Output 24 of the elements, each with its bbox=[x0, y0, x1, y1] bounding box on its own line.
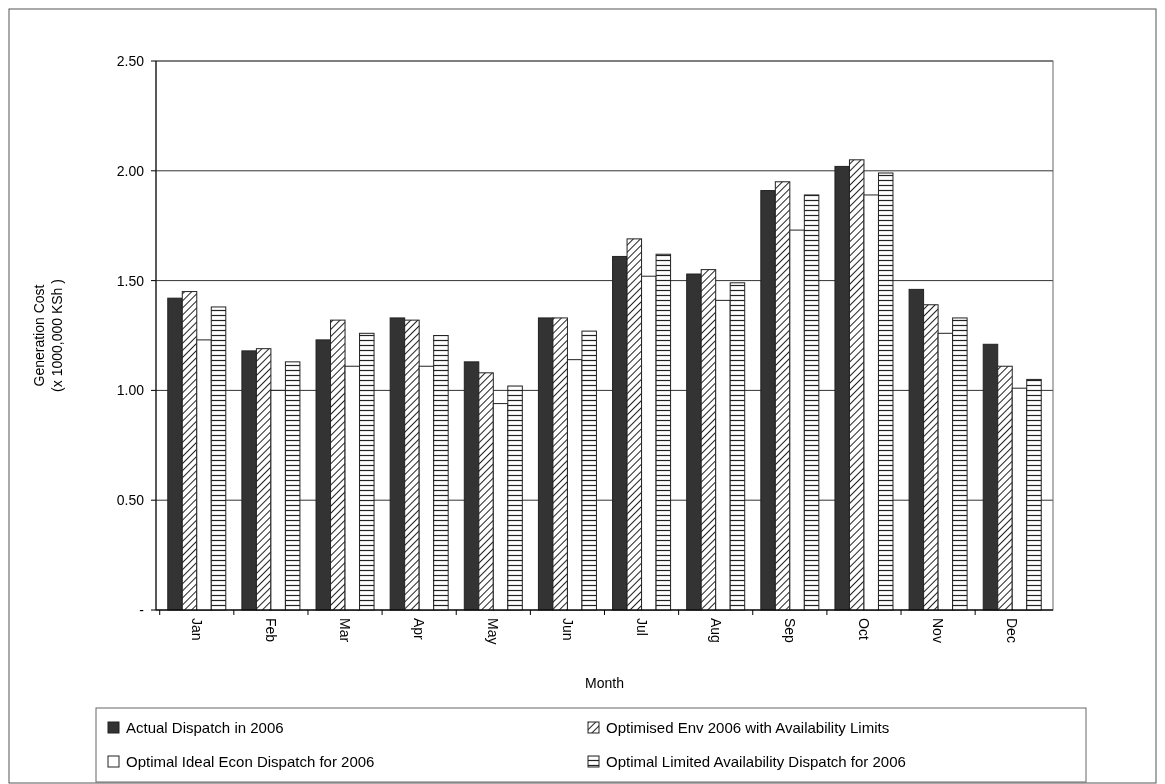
x-tick-label: Jun bbox=[559, 618, 576, 641]
legend-label: Optimal Ideal Econ Dispatch for 2006 bbox=[126, 753, 375, 771]
x-tick-label: Sep bbox=[781, 618, 798, 644]
y-tick-label: 1.00 bbox=[116, 382, 145, 399]
legend-label: Actual Dispatch in 2006 bbox=[126, 719, 284, 737]
x-axis-title: Month bbox=[585, 675, 624, 691]
y-tick-label: 2.50 bbox=[116, 52, 145, 69]
legend-label: Optimised Env 2006 with Availability Limits bbox=[606, 719, 890, 737]
x-tick-label: May bbox=[485, 618, 502, 645]
legend-label: Optimal Limited Availability Dispatch for 2006 bbox=[606, 753, 906, 771]
y-axis-title: Generation Cost (x 1000,000 KSh ) bbox=[31, 279, 65, 392]
x-tick-label: Apr bbox=[411, 618, 428, 641]
y-tick-label: - bbox=[139, 601, 145, 618]
x-tick-label: Jul bbox=[633, 618, 650, 636]
x-tick-label: Mar bbox=[337, 618, 354, 643]
x-tick-label: Feb bbox=[263, 618, 279, 643]
x-tick-label: Nov bbox=[930, 618, 947, 643]
y-tick-label: 0.50 bbox=[116, 492, 145, 509]
y-tick-label: 2.00 bbox=[116, 162, 145, 179]
x-tick-label: Jan bbox=[188, 618, 205, 641]
y-tick-label: 1.50 bbox=[116, 272, 145, 289]
x-tick-label: Aug bbox=[707, 618, 724, 643]
x-tick-label: Dec bbox=[1004, 618, 1021, 643]
x-tick-label: Oct bbox=[856, 618, 873, 640]
